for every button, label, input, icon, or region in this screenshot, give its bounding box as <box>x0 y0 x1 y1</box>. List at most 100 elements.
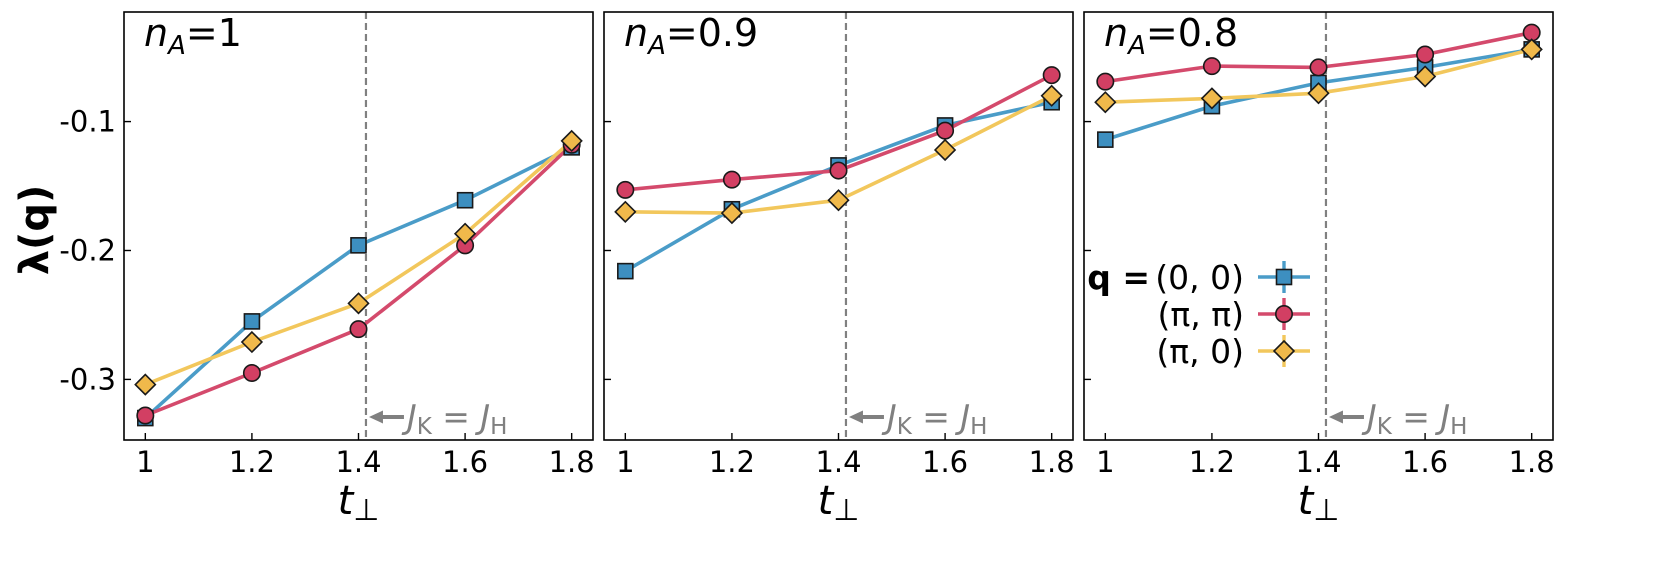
legend: (0, 0)(π, π)(π, 0)q = <box>1087 258 1310 371</box>
legend-label: (π, 0) <box>1156 332 1244 371</box>
data-point-square <box>243 313 261 330</box>
annotation-arrow-head <box>848 410 863 424</box>
legend-label: (π, π) <box>1158 295 1244 334</box>
x-tick-label: 1.4 <box>1295 445 1341 479</box>
annotation-eq: = <box>912 397 961 436</box>
x-tick-label: 1 <box>1096 445 1114 479</box>
panel-3: 1 1.2 1.4 1.6 1.8 t⊥ nA=0.8 JK = JH <box>1083 11 1555 528</box>
x-tick-label: 1.6 <box>922 445 968 479</box>
legend-marker-square <box>1275 268 1293 286</box>
y-tick-label: -0.3 <box>59 362 116 396</box>
x-tick-label: 1.4 <box>815 445 861 479</box>
panel-title-val: =0.9 <box>666 11 758 55</box>
annotation-sub1: K <box>1377 414 1393 440</box>
annotation-eq: = <box>1392 397 1441 436</box>
data-point-circle <box>242 363 261 382</box>
x-axis-label-sub: ⊥ <box>833 493 859 528</box>
x-axis-label-t: t <box>818 478 835 524</box>
data-point-circle <box>722 170 741 189</box>
data-point-diamond <box>1094 91 1117 114</box>
x-tick-label: 1.8 <box>1509 445 1555 479</box>
legend-marker-diamond <box>1272 339 1296 363</box>
panel-1: 1 1.2 1.4 1.6 1.8 -0.1 -0.2 -0.3 t⊥ nA=1 JK = JH <box>59 11 594 528</box>
panel-title-var: n <box>144 11 168 55</box>
x-axis-label: t⊥ <box>1298 478 1340 528</box>
data-point-diamond <box>720 201 744 225</box>
panel-title-var: n <box>1104 11 1128 55</box>
data-point-square <box>617 262 634 280</box>
legend-label: (0, 0) <box>1155 258 1244 297</box>
panel-title: nA=0.9 <box>624 11 758 61</box>
legend-prefix: q = <box>1087 258 1150 297</box>
panel-title: nA=0.8 <box>1104 11 1238 61</box>
data-point-circle <box>936 121 955 140</box>
x-tick-label: 1 <box>616 445 634 479</box>
data-point-diamond <box>1413 65 1437 88</box>
panels: 1 1.2 1.4 1.6 1.8-0.1-0.2-0.3t⊥nA=1JK = JH1 1… <box>59 11 1554 528</box>
legend-marker-circle <box>1275 304 1294 323</box>
annotation-sub2: H <box>970 414 987 440</box>
data-point-diamond <box>1200 87 1224 110</box>
series-line-1 <box>144 145 573 420</box>
x-tick-label: 1.6 <box>442 445 488 479</box>
x-tick-label: 1.2 <box>229 445 275 479</box>
x-tick-label: 1.2 <box>709 445 755 479</box>
data-point-circle <box>349 320 368 339</box>
data-point-circle <box>616 180 635 199</box>
data-point-diamond <box>1307 82 1330 105</box>
data-point-square <box>456 191 474 209</box>
annotation-sub1: K <box>897 414 913 440</box>
data-point-diamond <box>347 292 370 315</box>
panel-title-sub: A <box>1126 31 1146 61</box>
annotation-label: JK = JH <box>1361 397 1468 440</box>
data-point-circle <box>1202 57 1221 76</box>
y-axis-label: λ(q) <box>12 185 58 276</box>
data-point-diamond <box>134 373 157 396</box>
panel-title-val: =0.8 <box>1146 11 1238 55</box>
x-axis-label: t⊥ <box>818 478 860 528</box>
data-point-diamond <box>827 189 850 212</box>
data-point-circle <box>829 161 848 180</box>
annotation-eq: = <box>432 397 481 436</box>
x-tick-label: 1 <box>136 445 154 479</box>
panel-title-sub: A <box>646 31 666 61</box>
x-axis-label-t: t <box>338 478 355 524</box>
x-tick-label: 1.6 <box>1402 445 1448 479</box>
annotation-label: JK = JH <box>881 397 988 440</box>
panel-title-var: n <box>624 11 648 55</box>
data-point-diamond <box>240 330 264 354</box>
data-point-square <box>350 237 367 254</box>
series-line-2 <box>144 143 573 418</box>
data-point-diamond <box>933 138 957 162</box>
panel-2: 1 1.2 1.4 1.6 1.8 t⊥ nA=0.9 JK = JH <box>603 11 1075 528</box>
data-point-diamond <box>1520 38 1543 61</box>
x-tick-label: 1.8 <box>549 445 595 479</box>
data-point-circle <box>1309 58 1328 77</box>
annotation-arrow-head <box>368 410 383 424</box>
axes-frame <box>603 11 1074 441</box>
data-point-circle <box>1042 66 1061 85</box>
annotation-sub2: H <box>490 414 507 440</box>
data-point-diamond <box>453 222 477 245</box>
data-point-square <box>1097 131 1114 148</box>
x-axis-label: t⊥ <box>338 478 380 528</box>
x-tick-label: 1.4 <box>335 445 381 479</box>
x-tick-label: 1.2 <box>1189 445 1235 479</box>
annotation-label: JK = JH <box>401 397 508 440</box>
y-tick-label: -0.1 <box>59 105 116 139</box>
data-point-diamond <box>1040 84 1063 107</box>
panel-title-val: =1 <box>186 11 242 55</box>
data-point-circle <box>1416 45 1435 64</box>
x-axis-label-t: t <box>1298 478 1315 524</box>
annotation-arrow-head <box>1328 410 1343 424</box>
data-point-diamond <box>614 200 637 223</box>
annotation-sub1: K <box>417 414 433 440</box>
x-tick-label: 1.8 <box>1029 445 1075 479</box>
y-tick-label: -0.2 <box>59 233 116 267</box>
annotation-sub2: H <box>1450 414 1467 440</box>
x-axis-label-sub: ⊥ <box>353 493 379 528</box>
data-point-diamond <box>560 129 583 153</box>
panel-title: nA=1 <box>144 11 242 61</box>
data-point-circle <box>136 406 155 425</box>
